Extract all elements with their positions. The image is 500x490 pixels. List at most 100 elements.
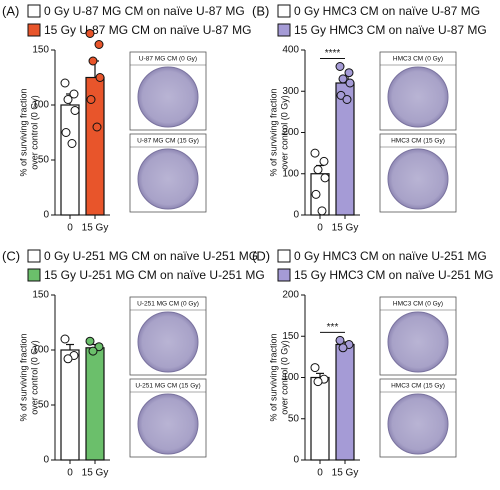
petri-dish xyxy=(387,66,449,128)
x-tick-label: 0 xyxy=(67,468,73,479)
y-tick-label: 200 xyxy=(282,127,299,138)
data-point xyxy=(344,68,354,78)
data-point xyxy=(85,29,95,38)
legend-swatch xyxy=(27,23,41,37)
x-tick-label: 15 Gy xyxy=(332,223,359,234)
image-label: U-87 MG CM (15 Gy) xyxy=(137,138,199,145)
panel-letter: (D) xyxy=(252,248,270,263)
bar xyxy=(335,343,355,461)
data-point xyxy=(94,40,104,49)
data-point xyxy=(60,78,70,88)
data-point xyxy=(338,74,348,84)
y-axis-label: over control (0 Gy) xyxy=(29,340,39,415)
legend-label: 0 Gy HMC3 CM on naïve U-251 MG xyxy=(294,249,487,263)
data-point xyxy=(313,377,323,387)
image-label: HMC3 CM (15 Gy) xyxy=(391,138,445,145)
data-point xyxy=(61,128,71,137)
data-point xyxy=(336,90,346,100)
data-point xyxy=(345,78,355,88)
legend-label: 0 Gy HMC3 CM on naïve U-87 MG xyxy=(294,4,480,18)
data-point xyxy=(92,122,102,132)
legend-swatch xyxy=(27,249,41,263)
panel-letter: (B) xyxy=(252,3,269,18)
data-point xyxy=(317,206,327,216)
y-tick-label: 300 xyxy=(282,86,299,97)
y-axis-label: % of surviving fraction xyxy=(18,333,28,421)
data-point xyxy=(63,354,73,364)
image-label: HMC3 CM (15 Gy) xyxy=(391,383,445,390)
data-point xyxy=(70,106,80,115)
data-point xyxy=(94,342,104,352)
image-label: U-251 MG CM (0 Gy) xyxy=(137,301,199,308)
data-point xyxy=(86,95,96,104)
y-tick-label: 0 xyxy=(293,210,299,221)
data-point xyxy=(311,189,321,199)
y-tick-label: 150 xyxy=(32,290,49,301)
significance-label: *** xyxy=(327,322,339,333)
bar xyxy=(60,349,80,461)
x-tick-label: 0 xyxy=(67,223,73,234)
x-tick-label: 15 Gy xyxy=(82,223,109,234)
data-point xyxy=(63,95,73,104)
legend-swatch xyxy=(277,249,291,263)
legend-swatch xyxy=(277,23,291,37)
image-label: HMC3 CM (0 Gy) xyxy=(393,56,443,63)
image-label: HMC3 CM (0 Gy) xyxy=(393,301,443,308)
y-axis-label: over control (0 Gy) xyxy=(29,95,39,170)
bar xyxy=(60,104,80,216)
data-point xyxy=(319,156,329,166)
bar xyxy=(310,376,330,461)
y-axis-label: % of surviving fraction xyxy=(268,333,278,421)
image-label: U-87 MG CM (0 Gy) xyxy=(139,56,197,63)
x-tick-label: 15 Gy xyxy=(82,468,109,479)
y-axis-label: over control (0 Gy) xyxy=(279,340,289,415)
y-tick-label: 0 xyxy=(293,455,299,466)
data-point xyxy=(67,139,77,148)
data-point xyxy=(95,73,105,82)
y-tick-label: 0 xyxy=(43,455,49,466)
panel-letter: (C) xyxy=(2,248,20,263)
y-tick-label: 400 xyxy=(282,45,299,56)
y-tick-label: 100 xyxy=(282,372,299,383)
y-tick-label: 50 xyxy=(288,413,300,424)
legend-label: 0 Gy U-251 MG CM on naïve U-251 MG xyxy=(44,249,258,263)
x-tick-label: 15 Gy xyxy=(332,468,359,479)
y-tick-label: 0 xyxy=(43,210,49,221)
data-point xyxy=(342,95,352,104)
petri-dish xyxy=(137,311,199,373)
petri-dish xyxy=(137,393,199,455)
legend-swatch xyxy=(27,268,41,282)
legend-label: 0 Gy U-87 MG CM on naïve U-87 MG xyxy=(44,4,245,18)
petri-dish xyxy=(387,311,449,373)
legend-label: 15 Gy HMC3 CM on naïve U-251 MG xyxy=(294,268,493,282)
data-point xyxy=(69,89,79,99)
legend-swatch xyxy=(27,4,41,18)
y-tick-label: 200 xyxy=(282,290,299,301)
image-label: U-251 MG CM (15 Gy) xyxy=(135,383,200,390)
petri-dish xyxy=(137,148,199,210)
x-tick-label: 0 xyxy=(317,223,323,234)
y-tick-label: 50 xyxy=(38,155,50,166)
data-point xyxy=(338,343,348,353)
data-point xyxy=(88,346,98,356)
petri-dish xyxy=(387,393,449,455)
significance-label: **** xyxy=(325,48,341,59)
data-point xyxy=(335,335,345,345)
panel-letter: (A) xyxy=(2,3,19,18)
data-point xyxy=(60,334,70,344)
data-point xyxy=(335,62,345,71)
y-tick-label: 50 xyxy=(38,400,50,411)
bar xyxy=(85,347,105,461)
x-tick-label: 0 xyxy=(317,468,323,479)
data-point xyxy=(85,336,95,346)
data-point xyxy=(310,363,320,373)
legend-label: 15 Gy U-251 MG CM on naïve U-251 MG xyxy=(44,268,265,282)
y-tick-label: 100 xyxy=(32,100,49,111)
y-tick-label: 150 xyxy=(282,331,299,342)
petri-dish xyxy=(137,66,199,128)
y-axis-label: over control (0 Gy) xyxy=(279,95,289,170)
data-point xyxy=(88,56,98,66)
y-tick-label: 100 xyxy=(282,168,299,179)
y-axis-label: % of surviving fraction xyxy=(268,88,278,176)
